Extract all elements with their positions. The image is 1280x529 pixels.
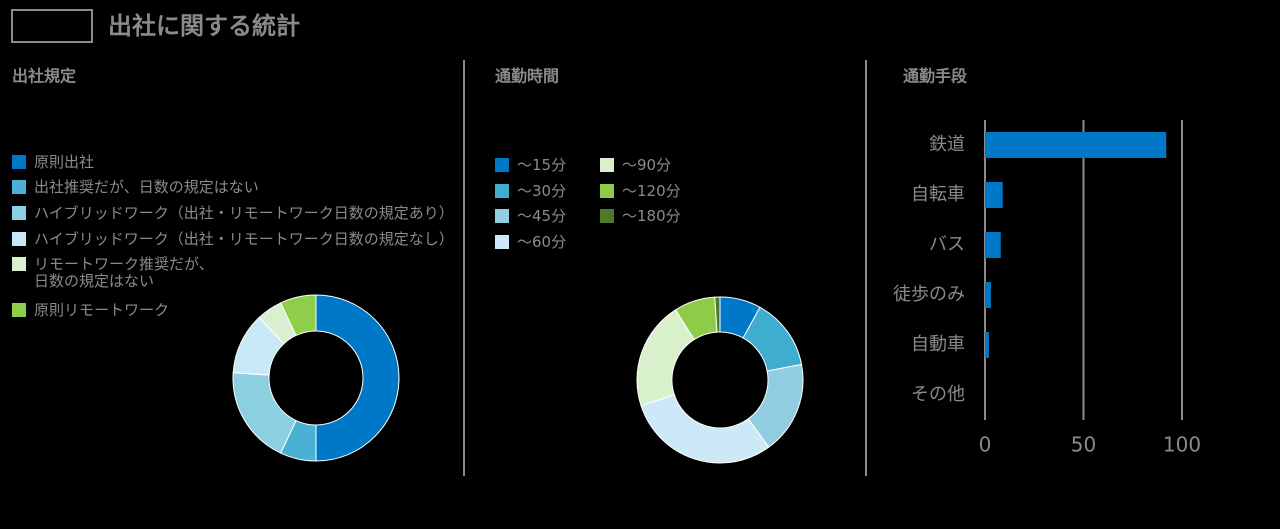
legend-item: ～90分 (600, 157, 671, 174)
chart-title: 通勤時間 (495, 67, 559, 86)
legend-item: ハイブリッドワーク（出社・リモートワーク日数の規定あり） (12, 205, 454, 222)
x-tick-label: 50 (1071, 433, 1096, 457)
legend-swatch (600, 209, 614, 223)
y-tick-label: 鉄道 (929, 134, 965, 155)
legend-swatch (12, 303, 26, 317)
legend-swatch (600, 183, 614, 198)
legend-item: ～180分 (600, 208, 681, 225)
y-tick-label: その他 (911, 384, 965, 405)
y-tick-label: 自転車 (911, 184, 965, 205)
bar (985, 132, 1167, 158)
header-box (11, 9, 93, 43)
legend-swatch (495, 158, 509, 172)
legend-label: 原則リモートワーク (34, 301, 170, 319)
legend-swatch (600, 158, 614, 172)
y-tick-label: 徒歩のみ (893, 284, 965, 305)
legend-label: ～180分 (622, 207, 681, 225)
bar (985, 182, 1003, 208)
donut-slice (714, 296, 721, 333)
y-tick-label: バス (929, 234, 965, 255)
legend-label: ～60分 (517, 232, 567, 251)
donut-slice (315, 294, 400, 462)
legend-label: ～120分 (622, 181, 681, 200)
legend-label: 原則出社 (34, 153, 95, 171)
chart-title: 通勤手段 (903, 67, 968, 86)
legend-label: ～30分 (517, 181, 567, 200)
chart-title: 出社規定 (12, 67, 76, 86)
legend-item: ハイブリッドワーク（出社・リモートワーク日数の規定なし） (12, 231, 454, 248)
bar (985, 282, 991, 308)
legend-item: ～15分 (495, 157, 566, 174)
x-tick-label: 100 (1163, 433, 1201, 457)
legend-label: 出社推奨だが、日数の規定はない (34, 178, 259, 196)
legend-item: ～30分 (495, 181, 567, 200)
donut-slice (640, 394, 770, 464)
legend-swatch (12, 180, 26, 194)
page-title: 出社に関する統計 (108, 12, 300, 40)
legend-swatch (495, 209, 509, 223)
bar (985, 332, 989, 358)
x-tick-label: 0 (979, 433, 992, 457)
legend-label: ～45分 (517, 207, 567, 225)
y-tick-label: 自動車 (911, 334, 965, 355)
bar (985, 232, 1001, 258)
donut-slice (279, 294, 317, 337)
legend-item: ～120分 (600, 181, 681, 200)
legend-item: 原則リモートワーク (12, 302, 169, 319)
legend-swatch (12, 155, 26, 169)
legend-swatch (495, 183, 509, 198)
legend-item: リモートワーク推奨だが、 日数の規定はない (12, 256, 214, 290)
legend-label: ハイブリッドワーク（出社・リモートワーク日数の規定なし） (34, 230, 454, 248)
donut-slice (232, 372, 297, 454)
legend-label: ハイブリッドワーク（出社・リモートワーク日数の規定あり） (34, 204, 454, 222)
legend-swatch (495, 234, 509, 249)
legend-swatch (12, 206, 26, 220)
legend-item: 出社推奨だが、日数の規定はない (12, 179, 259, 196)
legend-label: ～15分 (517, 156, 567, 174)
legend-swatch (12, 257, 26, 271)
legend-item: 原則出社 (12, 154, 94, 171)
legend-item: ～60分 (495, 232, 567, 251)
legend-item: ～45分 (495, 208, 566, 225)
legend-label: リモートワーク推奨だが、 日数の規定はない (34, 255, 214, 290)
legend-swatch (12, 232, 26, 246)
legend-label: ～90分 (622, 156, 672, 174)
